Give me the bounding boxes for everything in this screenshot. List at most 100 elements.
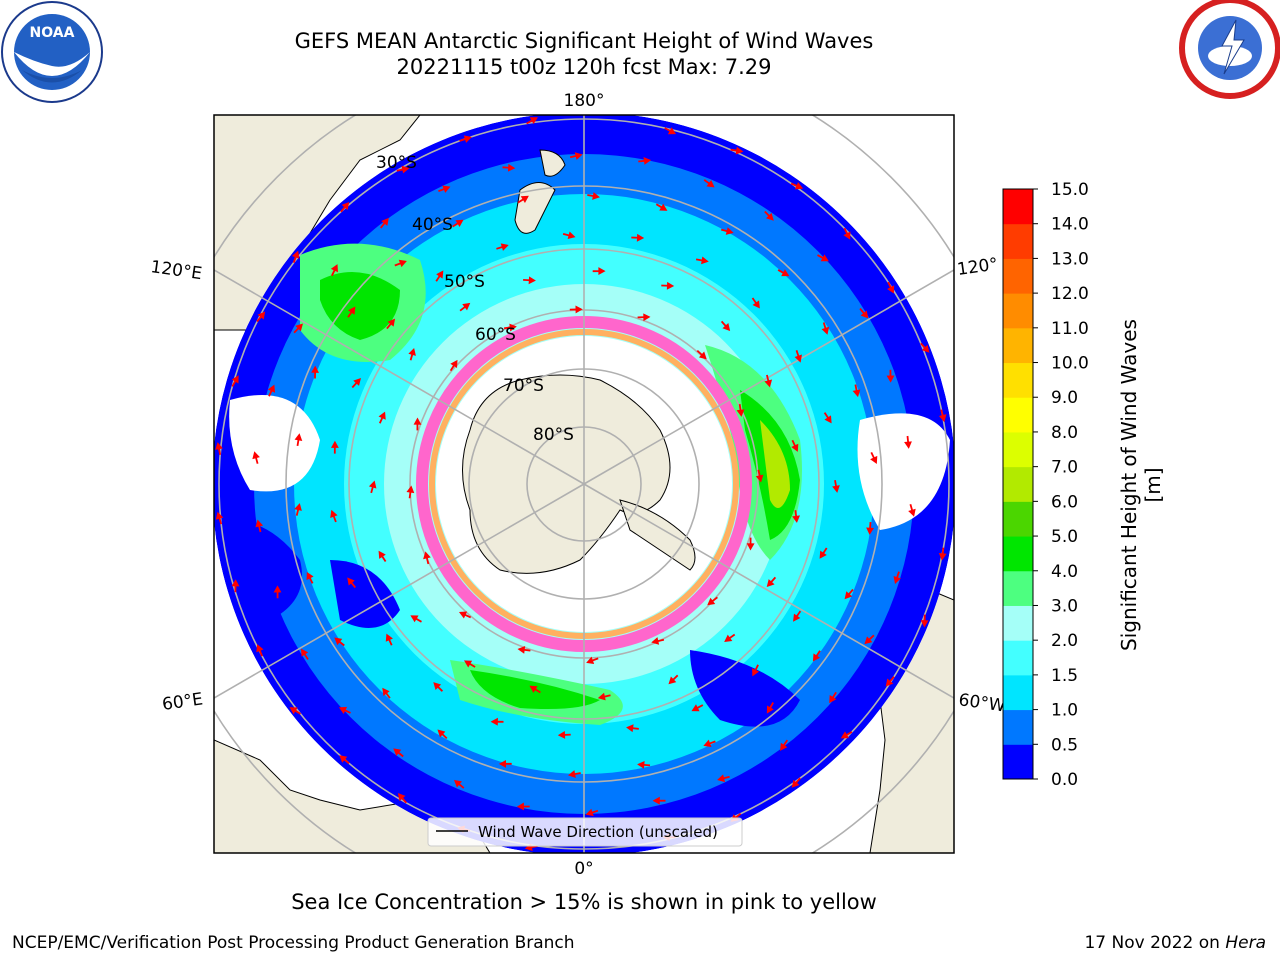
footer-date: 17 Nov 2022 on Hera — [1084, 933, 1266, 953]
wind-arrow-head — [273, 585, 282, 593]
wind-arrow-head — [406, 485, 415, 494]
wind-arrow-head — [904, 441, 912, 449]
wind-arrow-head — [300, 648, 309, 657]
lon-label-60e: 60°E — [161, 689, 204, 714]
wind-arrow-head — [829, 695, 837, 704]
colorbar-tick-label: 14.0 — [1051, 215, 1089, 235]
wind-arrow-head — [735, 146, 744, 155]
wind-arrow-head — [651, 637, 660, 645]
wind-arrow-head — [921, 344, 930, 353]
map-caption: Sea Ice Concentration > 15% is shown in … — [291, 890, 877, 914]
wind-arrow-head — [887, 285, 895, 294]
wind-arrow-head — [666, 281, 675, 290]
colorbar-tick-label: 6.0 — [1051, 492, 1078, 512]
nws-logo — [1179, 0, 1280, 99]
wind-arrow-head — [652, 796, 660, 805]
footer-host: Hera — [1225, 933, 1266, 953]
wind-arrow-head — [840, 731, 849, 739]
wind-arrow-head — [410, 615, 419, 623]
lon-label-60w: 60°W — [957, 690, 1006, 716]
wind-arrow-head — [567, 231, 576, 240]
wind-arrow-head — [338, 706, 348, 714]
wind-arrow-head — [455, 219, 464, 227]
lat-label-70s: 70°S — [503, 376, 544, 396]
colorbar-tick-label: 12.0 — [1051, 284, 1089, 304]
map-frame — [213, 114, 955, 854]
legend-label: Wind Wave Direction (unscaled) — [478, 823, 718, 841]
colorbar-tick-label: 0.0 — [1051, 770, 1078, 790]
wind-arrow-head — [381, 217, 389, 226]
wind-arrow-head — [398, 259, 407, 268]
footer-producer: NCEP/EMC/Verification Post Processing Pr… — [12, 933, 575, 953]
wind-arrow-head — [819, 550, 827, 559]
wind-arrow-head — [520, 195, 529, 203]
wind-arrow-head — [517, 646, 526, 654]
wind-arrow-head — [458, 611, 468, 619]
wind-arrow-head — [752, 668, 760, 677]
wind-arrow-head — [330, 264, 338, 273]
wind-arrow-head — [864, 636, 873, 645]
wind-arrow-head — [490, 717, 498, 726]
colorbar-tick-label: 4.0 — [1051, 562, 1078, 582]
colorbar-segment — [1003, 674, 1033, 711]
lat-label-50s: 50°S — [444, 272, 485, 292]
wind-arrow-head — [668, 676, 677, 685]
colorbar-frame — [1002, 188, 1034, 780]
wind-arrow-head — [387, 318, 396, 327]
colorbar-tick-label: 15.0 — [1051, 180, 1089, 200]
wind-arrow-head — [507, 163, 516, 172]
wind-arrow-head — [794, 354, 802, 363]
wind-arrow-head — [334, 637, 343, 646]
wind-arrow-head — [378, 550, 386, 559]
colorbar-tick-label: 11.0 — [1051, 319, 1089, 339]
wind-arrow-head — [725, 227, 734, 235]
colorbar-segment — [1003, 709, 1033, 745]
wind-arrow-head — [821, 326, 830, 335]
wind-arrow-head — [764, 379, 773, 388]
wind-arrow-head — [659, 203, 668, 211]
lon-label-0: 0° — [574, 859, 593, 879]
wind-arrow-head — [886, 375, 895, 383]
wind-arrow-head — [353, 378, 361, 386]
wind-arrow-head — [529, 117, 538, 125]
wind-arrows — [215, 117, 947, 852]
wind-arrow-head — [860, 310, 869, 319]
wind-arrow-head — [920, 620, 929, 628]
noaa-logo-text: NOAA — [30, 25, 75, 41]
wind-arrow-head — [463, 660, 473, 668]
wind-arrow-head — [832, 485, 840, 493]
wind-arrow-head — [348, 306, 356, 315]
wind-arrow-head — [643, 156, 652, 165]
wind-arrow-head — [766, 705, 774, 714]
wind-arrow-head — [824, 415, 832, 424]
wind-arrow-head — [791, 443, 799, 452]
colorbar-tick-label: 8.0 — [1051, 423, 1078, 443]
wind-arrow-head — [691, 704, 700, 712]
wind-arrow-head — [463, 135, 472, 143]
wind-arrow-head — [255, 519, 264, 528]
colorbar-segment — [1003, 744, 1033, 780]
colorbar-tick-label: 1.5 — [1051, 666, 1078, 686]
noaa-logo: NOAA — [1, 1, 103, 103]
lat-label-30s: 30°S — [376, 153, 417, 173]
wind-arrow-head — [592, 192, 600, 200]
colorbar-tick-label: 13.0 — [1051, 249, 1089, 269]
wind-arrow-head — [792, 515, 801, 523]
wind-arrow-head — [256, 644, 264, 653]
wind-arrow-head — [306, 571, 314, 581]
wind-arrow-head — [707, 597, 716, 606]
map-area — [214, 115, 954, 853]
wind-arrow-head — [643, 313, 651, 322]
wind-arrow-head — [294, 503, 302, 511]
wind-arrow-head — [509, 323, 517, 332]
colorbar-tick-label: 2.0 — [1051, 631, 1078, 651]
wind-arrow-head — [820, 254, 829, 262]
lon-label-120w: 120° — [956, 254, 999, 280]
colorbar-segment — [1003, 189, 1033, 225]
wind-arrow-head — [257, 311, 266, 320]
wind-arrow-head — [586, 656, 595, 665]
colorbar-tick-label: 10.0 — [1051, 354, 1089, 374]
colorbar-tick-label: 7.0 — [1051, 458, 1078, 478]
lat-label-60s: 60°S — [475, 325, 516, 345]
